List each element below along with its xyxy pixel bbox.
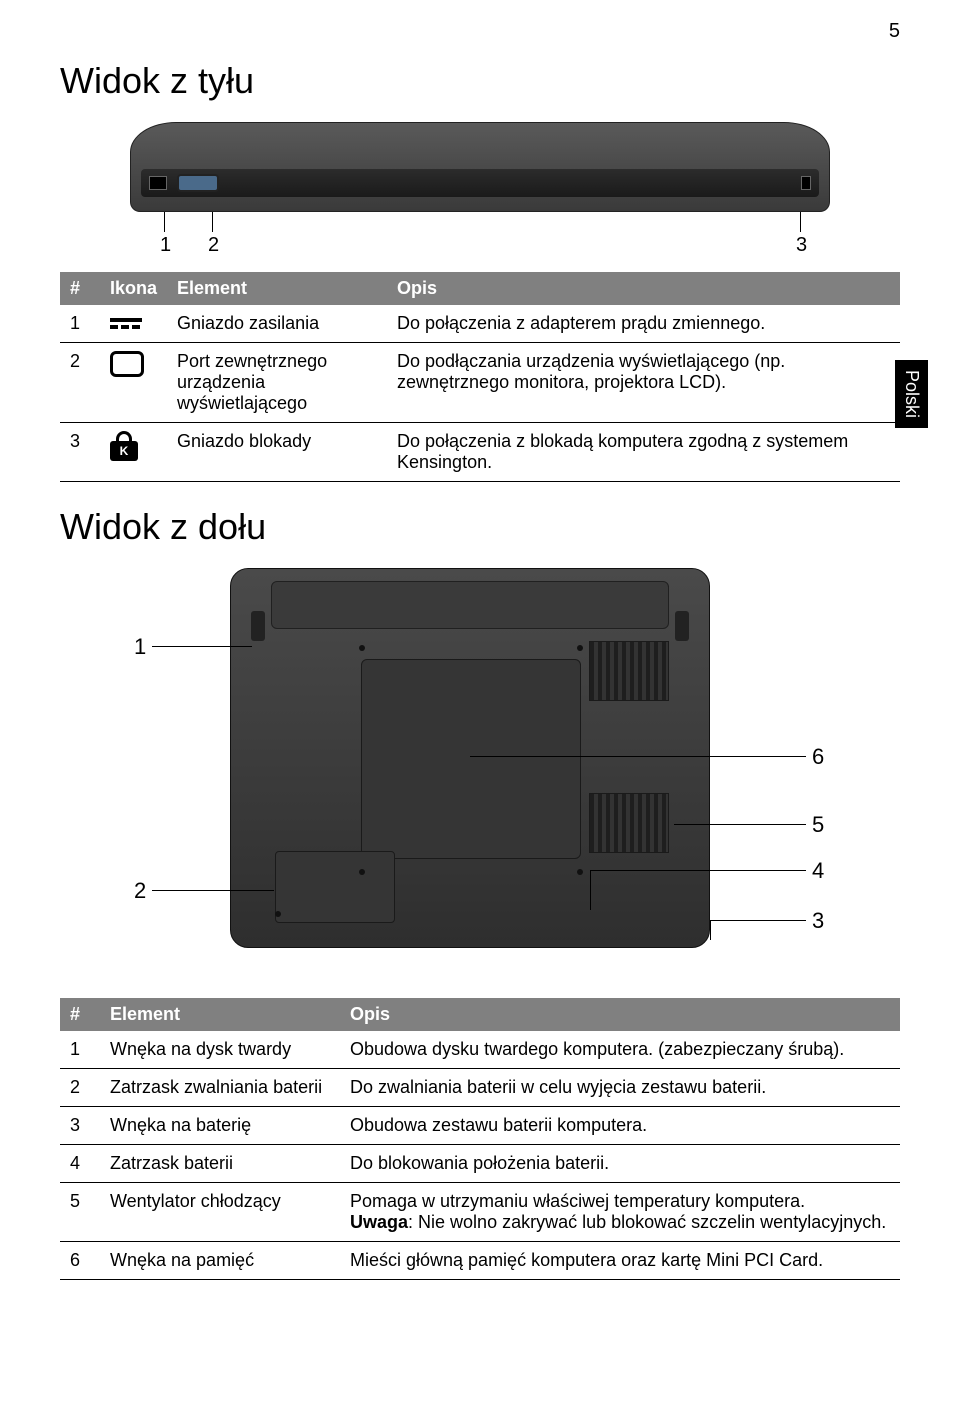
display-icon xyxy=(110,351,144,377)
callout-1: 1 xyxy=(160,234,171,257)
row-element: Wnęka na baterię xyxy=(100,1107,340,1145)
row-num: 2 xyxy=(60,1069,100,1107)
row-num: 5 xyxy=(60,1183,100,1242)
col-element: Element xyxy=(100,998,340,1031)
col-num: # xyxy=(60,272,100,305)
row-element: Wentylator chłodzący xyxy=(100,1183,340,1242)
table-row: 1 Wnęka na dysk twardy Obudowa dysku twa… xyxy=(60,1031,900,1069)
dc-power-icon xyxy=(110,318,142,329)
row-num: 1 xyxy=(60,1031,100,1069)
callout-2: 2 xyxy=(208,234,219,257)
vent-illustration xyxy=(589,793,669,853)
heading-rear-view: Widok z tyłu xyxy=(60,60,900,102)
vga-port-icon xyxy=(177,174,219,192)
row-desc: Do połączenia z adapterem prądu zmienneg… xyxy=(387,305,900,343)
row-desc: Obudowa dysku twardego komputera. (zabez… xyxy=(340,1031,900,1069)
bottom-view-table: # Element Opis 1 Wnęka na dysk twardy Ob… xyxy=(60,998,900,1280)
rear-view-table: # Ikona Element Opis 1 Gniazdo zasilania… xyxy=(60,272,900,482)
row-desc: Pomaga w utrzymaniu właściwej temperatur… xyxy=(340,1183,900,1242)
row-desc: Mieści główną pamięć komputera oraz kart… xyxy=(340,1242,900,1280)
row-icon xyxy=(100,305,167,343)
table-header-row: # Element Opis xyxy=(60,998,900,1031)
memory-panel-illustration xyxy=(361,659,581,859)
bottom-view-figure: 1 2 6 5 4 3 xyxy=(110,568,850,988)
callout-1: 1 xyxy=(134,634,146,660)
row-desc: Do zwalniania baterii w celu wyjęcia zes… xyxy=(340,1069,900,1107)
row-element: Zatrzask baterii xyxy=(100,1145,340,1183)
table-row: 1 Gniazdo zasilania Do połączenia z adap… xyxy=(60,305,900,343)
laptop-rear-illustration xyxy=(130,122,830,212)
row-desc: Do podłączania urządzenia wyświetlająceg… xyxy=(387,343,900,423)
table-row: 6 Wnęka na pamięć Mieści główną pamięć k… xyxy=(60,1242,900,1280)
page-number: 5 xyxy=(889,20,900,43)
col-num: # xyxy=(60,998,100,1031)
row-element: Wnęka na pamięć xyxy=(100,1242,340,1280)
callout-5: 5 xyxy=(812,812,824,838)
row-icon xyxy=(100,343,167,423)
language-tab: Polski xyxy=(895,360,928,428)
rear-callouts: 1 2 3 xyxy=(130,212,830,262)
kensington-slot-icon xyxy=(801,176,811,190)
table-row: 3 Wnęka na baterię Obudowa zestawu bater… xyxy=(60,1107,900,1145)
callout-3: 3 xyxy=(796,234,807,257)
row-num: 3 xyxy=(60,1107,100,1145)
table-row: 2 Zatrzask zwalniania baterii Do zwalnia… xyxy=(60,1069,900,1107)
row-desc: Do połączenia z blokadą komputera zgodną… xyxy=(387,423,900,482)
row-element: Zatrzask zwalniania baterii xyxy=(100,1069,340,1107)
col-desc: Opis xyxy=(387,272,900,305)
rear-port-strip xyxy=(141,169,819,197)
row-icon: K xyxy=(100,423,167,482)
col-desc: Opis xyxy=(340,998,900,1031)
row-element: Port zewnętrznego urządzenia wyświetlają… xyxy=(167,343,387,423)
col-element: Element xyxy=(167,272,387,305)
row-num: 4 xyxy=(60,1145,100,1183)
row-element: Gniazdo blokady xyxy=(167,423,387,482)
row-num: 3 xyxy=(60,423,100,482)
row-num: 2 xyxy=(60,343,100,423)
table-row: 2 Port zewnętrznego urządzenia wyświetla… xyxy=(60,343,900,423)
rear-view-figure: 1 2 3 xyxy=(130,122,830,262)
callout-6: 6 xyxy=(812,744,824,770)
table-header-row: # Ikona Element Opis xyxy=(60,272,900,305)
laptop-bottom-illustration xyxy=(230,568,710,948)
row-desc: Do blokowania położenia baterii. xyxy=(340,1145,900,1183)
hdd-bay-illustration xyxy=(275,851,395,923)
vent-illustration xyxy=(589,641,669,701)
lock-icon: K xyxy=(110,431,138,461)
heading-bottom-view: Widok z dołu xyxy=(60,506,900,548)
table-row: 3 K Gniazdo blokady Do połączenia z blok… xyxy=(60,423,900,482)
callout-4: 4 xyxy=(812,858,824,884)
page-content: Widok z tyłu 1 2 3 # Ikona Element Opis … xyxy=(0,0,960,1320)
latch-illustration xyxy=(251,611,265,641)
col-icon: Ikona xyxy=(100,272,167,305)
table-row: 4 Zatrzask baterii Do blokowania położen… xyxy=(60,1145,900,1183)
power-port-icon xyxy=(149,176,167,190)
battery-bay-illustration xyxy=(271,581,669,629)
callout-3: 3 xyxy=(812,908,824,934)
row-desc: Obudowa zestawu baterii komputera. xyxy=(340,1107,900,1145)
row-element: Wnęka na dysk twardy xyxy=(100,1031,340,1069)
row-num: 1 xyxy=(60,305,100,343)
table-row: 5 Wentylator chłodzący Pomaga w utrzyman… xyxy=(60,1183,900,1242)
row-num: 6 xyxy=(60,1242,100,1280)
callout-2: 2 xyxy=(134,878,146,904)
latch-illustration xyxy=(675,611,689,641)
row-element: Gniazdo zasilania xyxy=(167,305,387,343)
